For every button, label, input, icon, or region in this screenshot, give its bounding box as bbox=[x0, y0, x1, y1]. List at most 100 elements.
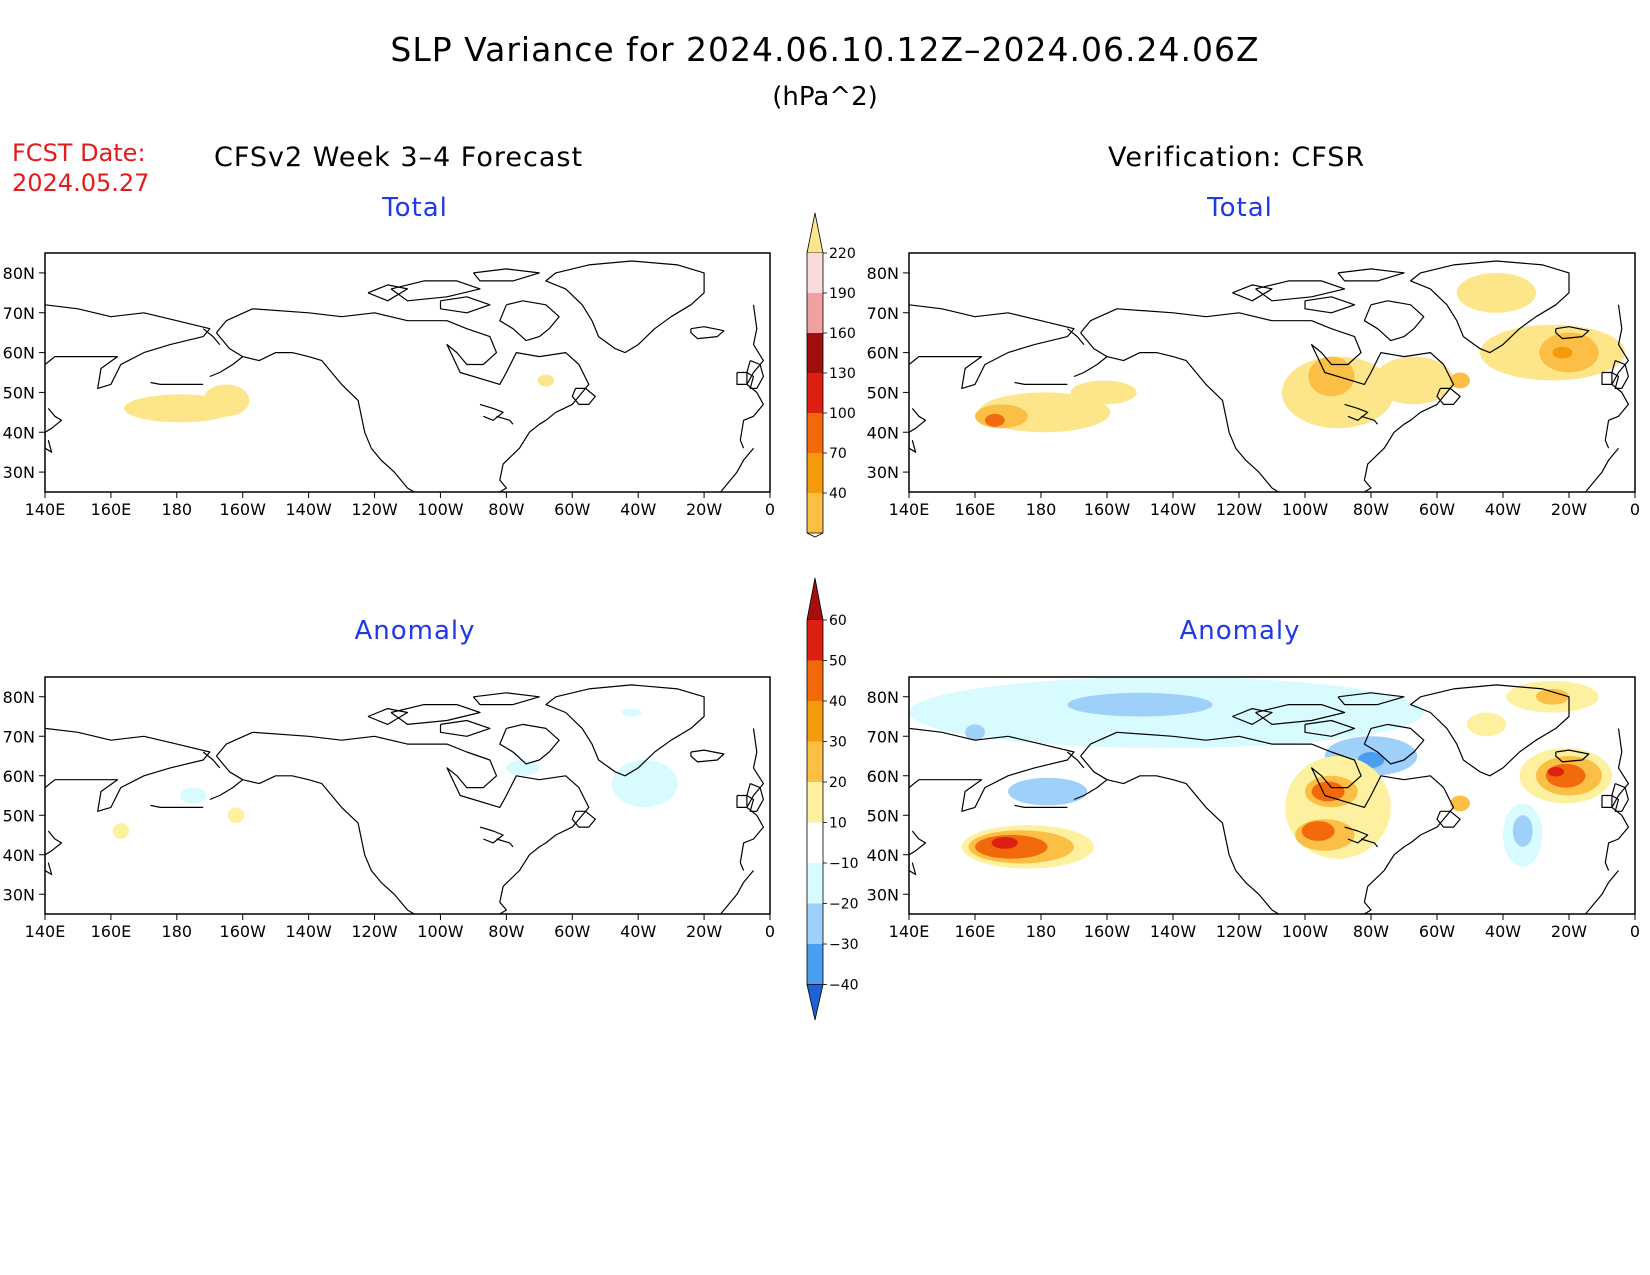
coastline bbox=[1304, 719, 1356, 737]
lon-tick-label: 180 bbox=[1026, 500, 1057, 519]
lon-tick-label: 140W bbox=[285, 500, 332, 519]
lon-tick-label: 160E bbox=[955, 500, 996, 519]
lon-tick-label: 180 bbox=[1026, 922, 1057, 941]
coastline bbox=[1337, 268, 1405, 282]
coastline bbox=[720, 870, 754, 914]
coastline bbox=[1014, 381, 1068, 385]
colorbar-label: 190 bbox=[829, 286, 856, 302]
coastline bbox=[1080, 332, 1279, 492]
lat-tick-label: 80N bbox=[3, 264, 35, 283]
coastline bbox=[150, 804, 204, 808]
forecast-total-panel: 80N 70N 60N 50N 40N 30N 140E 160E 180 160W 140W 120… bbox=[3, 252, 775, 519]
coastline bbox=[1363, 300, 1425, 342]
contour-region bbox=[991, 836, 1018, 849]
coastline bbox=[472, 692, 540, 706]
colorbar-segment bbox=[807, 822, 823, 863]
verification-total-title: Total bbox=[1207, 193, 1273, 223]
verification-total-panel: 80N 70N 60N 50N 40N 30N 140E 160E 180 160W 140W 120… bbox=[867, 252, 1640, 519]
contour-fills bbox=[124, 374, 555, 423]
coastline bbox=[390, 704, 481, 725]
colorbar-segment bbox=[807, 903, 823, 944]
coastline bbox=[1344, 826, 1369, 844]
coastline bbox=[909, 727, 1075, 812]
lon-tick-label: 160W bbox=[220, 922, 267, 941]
contour-region bbox=[1512, 815, 1533, 847]
coastline bbox=[1585, 447, 1619, 492]
map-frame bbox=[908, 252, 1636, 493]
verification-anomaly-panel: 80N 70N 60N 50N 40N 30N 140E 160E 180 160W 140W 120… bbox=[867, 676, 1640, 941]
lon-tick-label: 100W bbox=[1282, 922, 1329, 941]
contour-region bbox=[203, 384, 250, 417]
coastline bbox=[215, 755, 415, 914]
coastline bbox=[571, 810, 596, 828]
contour-region bbox=[537, 374, 555, 387]
lon-tick-label: 80W bbox=[1353, 500, 1389, 519]
lat-tick-label: 30N bbox=[867, 885, 899, 904]
coastlines bbox=[45, 260, 764, 492]
contour-region bbox=[965, 724, 985, 741]
coastlines bbox=[909, 684, 1629, 914]
anomaly-colorbar: 60 50 40 30 20 10 −10 −20 −30 −40 bbox=[806, 577, 859, 1021]
lon-tick-label: 140E bbox=[25, 500, 66, 519]
lon-tick-label: 160E bbox=[91, 922, 132, 941]
lat-tick-label: 30N bbox=[3, 463, 35, 482]
contour-fills bbox=[975, 272, 1626, 433]
lat-tick-label: 60N bbox=[867, 767, 899, 786]
contour-region bbox=[1450, 795, 1470, 812]
coastlines bbox=[909, 260, 1629, 492]
lon-tick-label: 40W bbox=[1485, 500, 1521, 519]
colorbar-label: −30 bbox=[829, 937, 859, 953]
contour-region bbox=[1552, 346, 1573, 359]
coastline bbox=[45, 304, 211, 389]
colorbar-label: 20 bbox=[829, 775, 847, 791]
colorbar-label: 30 bbox=[829, 735, 847, 751]
lon-tick-label: 80W bbox=[488, 922, 524, 941]
colorbar-cap-bottom bbox=[806, 532, 824, 538]
coastline bbox=[1585, 870, 1619, 914]
lon-tick-label: 40W bbox=[620, 500, 656, 519]
colorbar-segment bbox=[807, 863, 823, 904]
colorbar-label: 10 bbox=[829, 816, 847, 832]
lon-tick-label: 0 bbox=[1630, 500, 1640, 519]
units-label: (hPa^2) bbox=[772, 82, 878, 112]
coastline bbox=[746, 360, 764, 389]
lon-tick-label: 120W bbox=[1216, 922, 1263, 941]
contour-region bbox=[1308, 356, 1355, 397]
forecast-anomaly-panel: 80N 70N 60N 50N 40N 30N 140E 160E 180 160W 140W 120… bbox=[3, 676, 775, 941]
coastline bbox=[1611, 360, 1629, 389]
coastline bbox=[746, 783, 764, 812]
lat-tick-label: 80N bbox=[3, 688, 35, 707]
lat-tick-label: 50N bbox=[867, 806, 899, 825]
colorbar-segment bbox=[807, 373, 823, 413]
coastline bbox=[202, 328, 221, 345]
colorbar-segment bbox=[807, 741, 823, 782]
lat-tick-label: 30N bbox=[3, 885, 35, 904]
colorbar-segment bbox=[807, 944, 823, 985]
lat-tick-label: 60N bbox=[3, 344, 35, 363]
colorbar-label: 40 bbox=[829, 694, 847, 710]
coastline bbox=[215, 308, 590, 492]
coastline bbox=[45, 408, 63, 453]
colorbar-segment bbox=[807, 782, 823, 823]
contour-region bbox=[1311, 781, 1345, 802]
forecast-header: CFSv2 Week 3–4 Forecast bbox=[214, 142, 584, 173]
lon-tick-label: 140W bbox=[285, 922, 332, 941]
coastline bbox=[1601, 794, 1613, 808]
colorbar-label: −40 bbox=[829, 978, 859, 994]
lon-tick-label: 40W bbox=[1485, 922, 1521, 941]
lat-tick-label: 50N bbox=[3, 383, 35, 402]
colorbar-segment bbox=[807, 493, 823, 533]
lat-tick-label: 70N bbox=[3, 727, 35, 746]
colorbar-segment bbox=[807, 293, 823, 333]
contour-region bbox=[1374, 356, 1454, 405]
lon-tick-label: 160W bbox=[220, 500, 267, 519]
coastline bbox=[479, 403, 504, 421]
coastline bbox=[1067, 751, 1085, 769]
colorbar-label: 160 bbox=[829, 326, 856, 342]
lat-tick-label: 50N bbox=[3, 806, 35, 825]
contour-fills bbox=[112, 708, 678, 839]
lat-tick-label: 80N bbox=[867, 688, 899, 707]
lon-tick-label: 140W bbox=[1150, 922, 1197, 941]
coastline bbox=[1067, 328, 1085, 345]
contour-region bbox=[180, 787, 207, 804]
